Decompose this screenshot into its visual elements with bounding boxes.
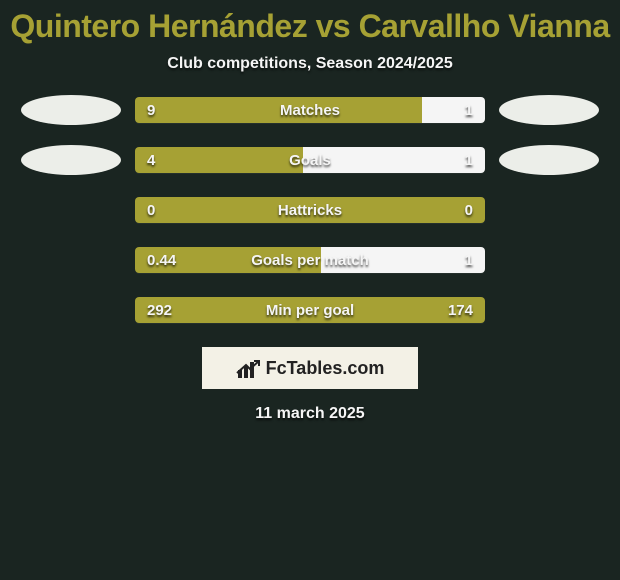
stat-bar-left-fill (135, 147, 303, 173)
stat-bar: 292174Min per goal (135, 297, 485, 323)
stat-bar-left-fill (135, 97, 422, 123)
avatar-spacer (21, 195, 121, 225)
avatar-spacer (499, 295, 599, 325)
player-left-avatar (21, 95, 121, 125)
player-right-avatar (499, 145, 599, 175)
avatar-spacer (21, 295, 121, 325)
avatar-spacer (499, 245, 599, 275)
stat-row: 91Matches (0, 95, 620, 125)
stat-bar-right-fill (321, 247, 486, 273)
chart-bars-icon (236, 358, 260, 378)
stat-row: 41Goals (0, 145, 620, 175)
stat-bar-left-fill (135, 247, 321, 273)
branding-badge: FcTables.com (202, 347, 418, 389)
player-right-avatar (499, 95, 599, 125)
stat-row: 00Hattricks (0, 195, 620, 225)
stat-bar: 91Matches (135, 97, 485, 123)
page-title: Quintero Hernández vs Carvallho Vianna (0, 0, 619, 45)
stat-bar: 00Hattricks (135, 197, 485, 223)
date-text: 11 march 2025 (255, 405, 364, 423)
branding-text: FcTables.com (266, 358, 385, 379)
stat-bar-left-fill (135, 197, 485, 223)
avatar-spacer (499, 195, 599, 225)
comparison-infographic: Quintero Hernández vs Carvallho Vianna C… (0, 0, 620, 423)
avatar-spacer (21, 245, 121, 275)
stat-row: 0.441Goals per match (0, 245, 620, 275)
stat-row: 292174Min per goal (0, 295, 620, 325)
subtitle: Club competitions, Season 2024/2025 (167, 55, 452, 73)
player-left-avatar (21, 145, 121, 175)
stat-bar-left-fill (135, 297, 485, 323)
stat-bar-right-fill (303, 147, 485, 173)
stat-bar: 41Goals (135, 147, 485, 173)
trend-arrow-icon (236, 360, 260, 374)
stat-bar-right-fill (422, 97, 485, 123)
stat-bar: 0.441Goals per match (135, 247, 485, 273)
stats-block: 91Matches 41Goals 00Hattricks 0.441Goals pe… (0, 95, 620, 325)
